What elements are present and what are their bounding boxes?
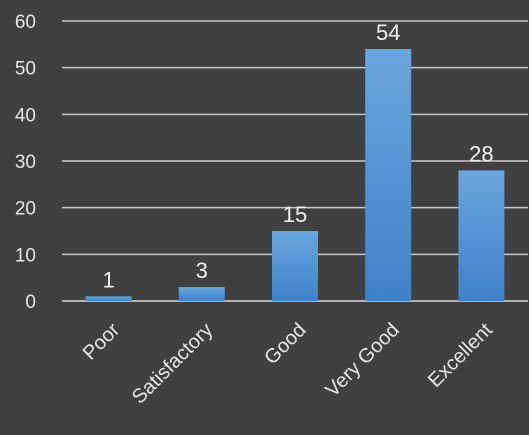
x-axis-category-labels: Poor Satisfactory Good Very Good Excellent	[79, 319, 498, 409]
y-tick-label-30: 30	[15, 152, 36, 173]
x-tick-label-good: Good	[260, 319, 310, 369]
bar-very-good	[365, 49, 412, 301]
y-tick-label-60: 60	[15, 12, 36, 33]
bar-satisfactory	[178, 287, 225, 301]
y-tick-label-0: 0	[25, 292, 36, 313]
y-tick-label-10: 10	[15, 245, 36, 266]
x-tick-label-very-good: Very Good	[321, 319, 403, 401]
data-label-poor: 1	[102, 267, 114, 292]
data-label-good: 15	[283, 202, 307, 227]
x-tick-label-satisfactory: Satisfactory	[128, 319, 217, 408]
y-tick-label-50: 50	[15, 59, 36, 80]
y-tick-label-40: 40	[15, 105, 36, 126]
y-axis-tick-labels: 0 10 20 30 40 50 60	[15, 12, 36, 313]
bar-good	[272, 231, 318, 301]
x-tick-label-poor: Poor	[79, 319, 125, 365]
data-label-very-good: 54	[376, 20, 400, 45]
x-tick-label-excellent: Excellent	[424, 319, 497, 392]
bars	[85, 49, 505, 301]
bar-poor	[85, 296, 132, 301]
y-tick-label-20: 20	[15, 199, 36, 220]
gridlines	[62, 20, 528, 302]
data-labels: 1 3 15 54 28	[102, 20, 493, 292]
bar-excellent	[458, 170, 505, 301]
data-label-satisfactory: 3	[196, 258, 208, 283]
data-label-excellent: 28	[469, 141, 493, 166]
